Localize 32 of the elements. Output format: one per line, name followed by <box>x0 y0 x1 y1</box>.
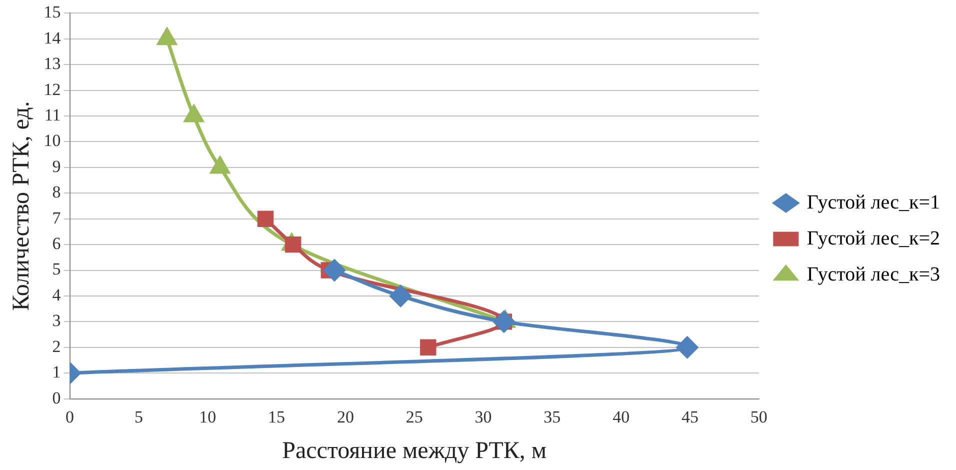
y-tick-label: 13 <box>44 54 61 74</box>
x-tick-label: 50 <box>750 407 768 426</box>
x-tick-label: 10 <box>199 407 216 426</box>
y-tick-label: 3 <box>52 311 61 330</box>
y-tick-label: 12 <box>44 80 61 99</box>
x-tick-label: 15 <box>268 407 286 426</box>
x-tick-label: 40 <box>612 407 630 426</box>
y-tick-label: 9 <box>52 156 61 176</box>
y-axis-title: Количество РТК, ед. <box>8 101 35 311</box>
legend-label: Густой лес_к=3 <box>806 263 940 286</box>
x-tick-label: 25 <box>406 407 423 426</box>
x-tick-label: 20 <box>336 407 354 426</box>
legend-label: Густой лес_к=2 <box>806 227 940 250</box>
y-tick-label: 14 <box>44 28 62 48</box>
y-tick-label: 4 <box>52 285 62 304</box>
y-tick-label: 10 <box>44 131 61 150</box>
y-tick-label: 6 <box>52 234 61 254</box>
x-tick-label: 0 <box>66 407 74 426</box>
x-axis-title: Расстояние между РТК, м <box>282 438 547 464</box>
y-tick-label: 1 <box>52 362 61 382</box>
y-tick-label: 8 <box>52 182 61 202</box>
x-tick-label: 45 <box>682 407 699 426</box>
x-tick-label: 5 <box>134 407 143 426</box>
y-tick-label: 15 <box>44 2 61 22</box>
y-tick-label: 5 <box>52 260 61 279</box>
x-tick-label: 30 <box>474 407 492 426</box>
y-tick-label: 2 <box>52 336 61 356</box>
x-tick-label: 35 <box>544 407 561 426</box>
y-tick-label: 11 <box>44 105 61 124</box>
y-tick-label: 7 <box>52 208 62 228</box>
legend-label: Густой лес_к=1 <box>806 191 940 214</box>
y-tick-label: 0 <box>52 388 61 408</box>
